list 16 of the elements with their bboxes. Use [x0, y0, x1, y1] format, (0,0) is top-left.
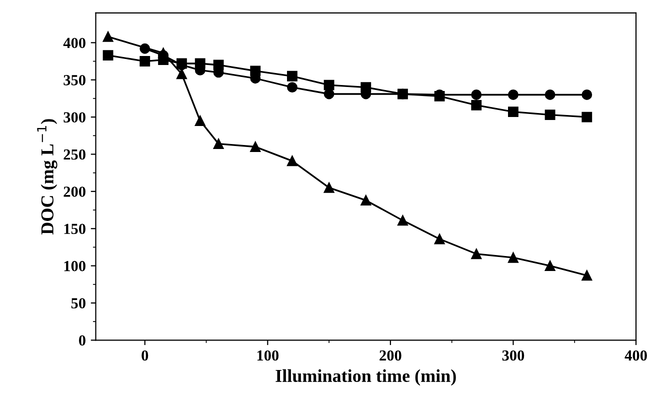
x-tick-label: 200	[380, 350, 402, 361]
y-tick-label: 400	[63, 38, 86, 48]
x-tick-label: 0	[142, 350, 148, 361]
x-axis-title: Illumination time (min)	[276, 369, 456, 386]
y-tick-label: 100	[64, 260, 86, 272]
y-axis-title: DOC (mg L$^{−1}$)	[37, 119, 58, 235]
y-tick-label: 50	[71, 298, 86, 308]
y-tick-label: 0	[78, 335, 86, 346]
y-tick-label: 300	[64, 112, 86, 122]
y-tick-label: 350	[64, 75, 86, 86]
y-tick-label: 250	[64, 149, 86, 160]
x-tick-label: 100	[257, 350, 279, 361]
y-tick-label: 200	[64, 186, 86, 197]
y-tick-label: 150	[64, 224, 86, 234]
x-tick-label: 400	[624, 350, 647, 361]
x-tick-label: 300	[502, 350, 524, 361]
